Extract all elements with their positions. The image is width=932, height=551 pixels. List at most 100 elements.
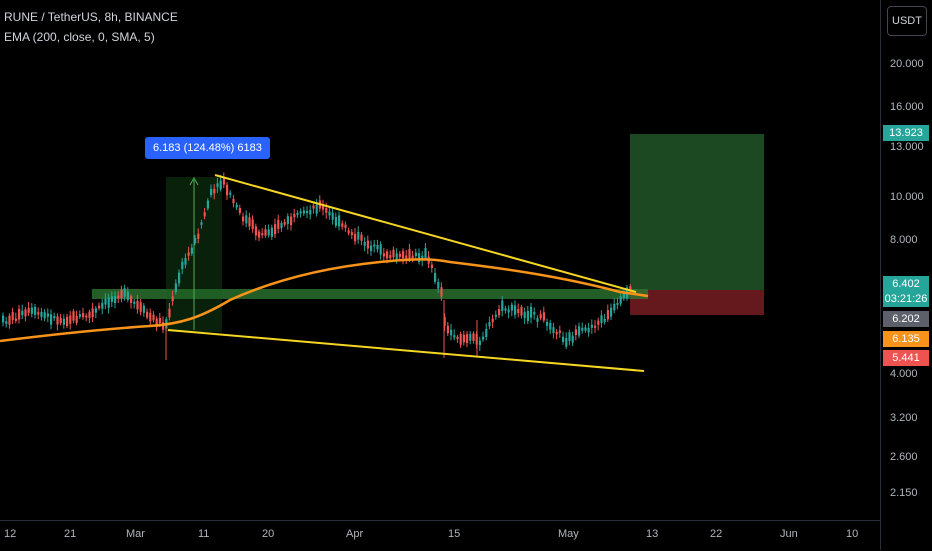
candle-body — [194, 237, 197, 244]
candle-body — [280, 223, 283, 229]
time-tick: Apr — [346, 528, 364, 540]
time-tick: 11 — [198, 528, 210, 540]
candle-body — [110, 296, 113, 302]
candle-body — [136, 300, 139, 310]
chart-area[interactable]: RUNE / TetherUS, 8h, BINANCE EMA (200, c… — [0, 0, 880, 520]
candle-body — [91, 308, 94, 318]
candle-body — [581, 327, 584, 331]
symbol-legend[interactable]: RUNE / TetherUS, 8h, BINANCE — [4, 10, 178, 24]
candle-body — [414, 252, 417, 257]
price-tick: 10.000 — [890, 191, 924, 203]
candle-body — [363, 242, 366, 246]
candle-body — [443, 316, 446, 326]
price-tick: 20.000 — [890, 58, 924, 70]
candle-body — [120, 289, 123, 299]
candle-body — [66, 316, 69, 326]
candle-body — [600, 315, 603, 324]
candle-body — [142, 305, 145, 313]
candle-body — [104, 298, 107, 305]
candle-body — [322, 205, 325, 210]
candle-body — [466, 334, 469, 344]
candle-body — [533, 311, 536, 315]
candle-body — [75, 315, 78, 323]
candle-body — [222, 177, 225, 185]
candle-body — [302, 210, 305, 214]
candle-body — [354, 233, 357, 242]
candle-body — [274, 224, 277, 235]
candle-body — [235, 204, 238, 208]
time-tick: May — [558, 528, 579, 540]
candle-body — [27, 307, 30, 313]
candle-body — [517, 308, 520, 314]
candle-body — [558, 330, 561, 333]
measure-label: 6.183 (124.48%) 6183 — [145, 137, 270, 159]
target-price-badge: 13.923 — [883, 125, 929, 141]
candle-body — [8, 315, 11, 325]
candle-body — [613, 303, 616, 311]
time-tick: 13 — [646, 528, 659, 540]
candle-body — [82, 313, 85, 318]
candle-body — [242, 216, 245, 222]
candle-body — [341, 223, 344, 227]
candle-body — [325, 208, 328, 213]
measure-arrowhead — [189, 176, 199, 186]
price-tick: 3.200 — [890, 412, 918, 424]
candle-body — [549, 322, 552, 330]
ema-legend[interactable]: EMA (200, close, 0, SMA, 5) — [4, 30, 155, 44]
countdown-badge: 03:21:26 — [883, 291, 929, 307]
candle-body — [296, 212, 299, 215]
candle-body — [494, 314, 497, 317]
candle-body — [520, 306, 523, 316]
candle-body — [616, 302, 619, 305]
candle-body — [24, 309, 27, 317]
price-tick: 8.000 — [890, 234, 918, 246]
candle-body — [398, 253, 401, 257]
currency-button[interactable]: USDT — [887, 6, 927, 36]
candle-body — [424, 247, 427, 259]
candle-body — [402, 251, 405, 259]
candle-body — [197, 233, 200, 239]
time-tick: 20 — [262, 528, 275, 540]
candle-body — [552, 327, 555, 334]
price-chart[interactable] — [0, 0, 880, 520]
candle-body — [366, 240, 369, 249]
candle-body — [526, 311, 529, 322]
candle-body — [216, 183, 219, 187]
candle-body — [514, 305, 517, 315]
candle-body — [251, 219, 254, 230]
time-tick: 15 — [448, 528, 461, 540]
candle-body — [30, 307, 33, 314]
candle-body — [437, 281, 440, 289]
candle-body — [11, 312, 14, 321]
candle-body — [386, 251, 389, 259]
candle-body — [594, 325, 597, 328]
candle-body — [328, 211, 331, 216]
candle-body — [370, 245, 373, 252]
candle-body — [206, 200, 209, 209]
candle-body — [405, 255, 408, 262]
candle-body — [290, 216, 293, 226]
candle-body — [37, 312, 40, 315]
candle-body — [190, 247, 193, 254]
candle-body — [34, 306, 37, 315]
candle-body — [181, 261, 184, 269]
ema-price-badge: 6.135 — [883, 331, 929, 347]
candle-body — [357, 231, 360, 240]
time-axis[interactable] — [0, 520, 880, 551]
candle-body — [248, 217, 251, 227]
candle-body — [149, 312, 152, 322]
time-tick: Jun — [780, 528, 798, 540]
candle-body — [373, 244, 376, 247]
candle-body — [107, 297, 110, 308]
time-tick: 10 — [846, 528, 859, 540]
price-axis[interactable] — [880, 0, 932, 550]
candle-body — [565, 338, 568, 347]
time-tick: Mar — [126, 528, 145, 540]
last-price-badge: 6.402 — [883, 276, 929, 292]
candle-body — [446, 325, 449, 334]
candle-body — [539, 314, 542, 319]
candle-body — [50, 314, 53, 325]
candle-body — [408, 249, 411, 260]
candle-body — [56, 316, 59, 325]
candle-body — [389, 255, 392, 259]
